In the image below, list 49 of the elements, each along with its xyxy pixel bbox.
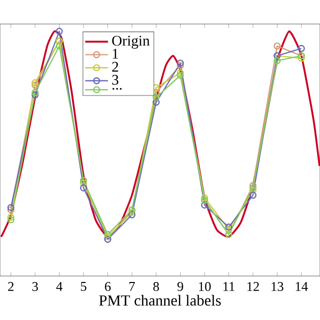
point bbox=[152, 94, 160, 101]
point bbox=[80, 184, 88, 192]
x-tick-label: 13 bbox=[272, 282, 284, 291]
x-tick-label: 3 bbox=[32, 282, 38, 291]
legend-label: 2 bbox=[112, 62, 118, 72]
x-tick-label: 14 bbox=[296, 282, 308, 291]
point bbox=[249, 186, 256, 194]
x-tick-label: 7 bbox=[129, 282, 135, 291]
point bbox=[128, 211, 136, 218]
point bbox=[249, 192, 256, 199]
point bbox=[32, 79, 39, 86]
legend-label: Origin bbox=[112, 36, 150, 49]
point bbox=[176, 60, 184, 67]
x-axis-title: PMT channel labels bbox=[99, 294, 221, 306]
point bbox=[201, 202, 208, 209]
point bbox=[249, 182, 256, 190]
legend-label: 1 bbox=[112, 48, 118, 59]
point bbox=[152, 98, 160, 106]
x-tick-label: 10 bbox=[199, 282, 211, 292]
point bbox=[104, 230, 112, 238]
x-tick-label: 8 bbox=[153, 282, 159, 292]
point bbox=[176, 69, 184, 76]
x-tick-label: 5 bbox=[80, 282, 86, 291]
legend-label: 3 bbox=[112, 74, 118, 85]
point bbox=[104, 233, 112, 240]
point bbox=[152, 84, 160, 92]
point bbox=[274, 42, 281, 50]
point bbox=[201, 194, 208, 202]
x-tick-label: 2 bbox=[8, 282, 14, 291]
point bbox=[176, 72, 184, 79]
point bbox=[128, 208, 136, 216]
point bbox=[225, 224, 232, 231]
point bbox=[32, 82, 39, 89]
point bbox=[32, 88, 39, 96]
point bbox=[176, 62, 184, 70]
x-tick-label: 6 bbox=[104, 282, 111, 291]
point bbox=[56, 28, 63, 35]
point bbox=[152, 88, 160, 96]
point bbox=[274, 57, 281, 64]
legend-label: ... bbox=[112, 88, 122, 90]
point bbox=[32, 91, 39, 98]
point bbox=[56, 42, 63, 50]
point bbox=[249, 184, 256, 192]
point bbox=[80, 179, 88, 187]
point bbox=[225, 226, 232, 234]
x-tick-label: 11 bbox=[224, 282, 234, 291]
x-tick-label: 12 bbox=[247, 282, 259, 291]
x-tick-label: 9 bbox=[177, 282, 184, 291]
x-tick-label: 4 bbox=[56, 282, 62, 291]
